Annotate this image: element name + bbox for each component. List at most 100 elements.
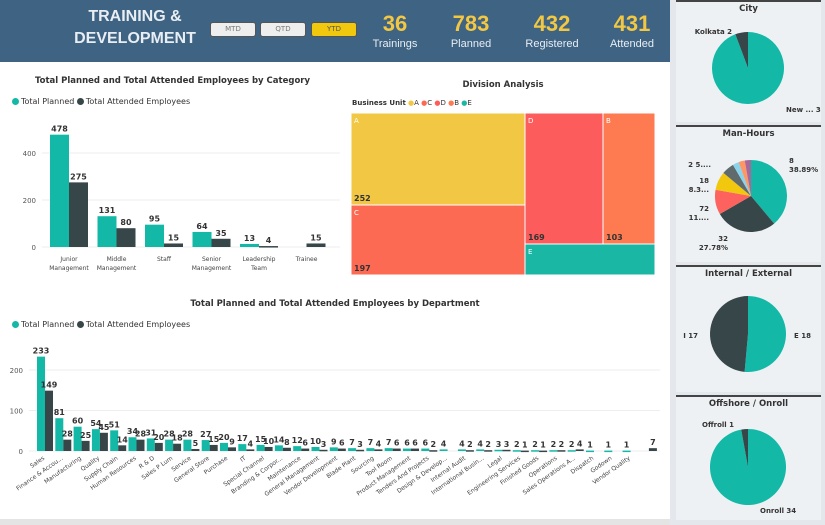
pie-slice[interactable] (719, 196, 775, 232)
bar-planned[interactable] (366, 448, 375, 451)
treemap-cell-D[interactable] (524, 113, 604, 245)
bar-attended[interactable] (118, 445, 127, 451)
bar-planned[interactable] (37, 356, 45, 451)
treemap-cell-C[interactable] (351, 204, 526, 276)
bar-planned[interactable] (531, 450, 540, 452)
bar-attended[interactable] (429, 450, 438, 452)
bar-attended[interactable] (81, 440, 90, 451)
pie-slice[interactable] (712, 32, 784, 105)
bar-planned[interactable] (586, 450, 594, 453)
bar-attended[interactable] (557, 450, 566, 452)
bar-attended[interactable] (63, 439, 72, 451)
bar-planned[interactable] (128, 437, 137, 451)
bar-attended[interactable] (337, 448, 346, 451)
bar-planned[interactable] (192, 231, 212, 247)
legend-item-E[interactable]: ●E (461, 99, 472, 107)
bar-planned[interactable] (110, 430, 119, 451)
bar-planned[interactable] (512, 450, 521, 452)
bar-planned[interactable] (73, 426, 82, 451)
bar-attended[interactable] (173, 443, 182, 451)
pie-slice[interactable] (744, 160, 751, 196)
bar-attended[interactable] (306, 243, 326, 247)
bar-attended[interactable] (246, 449, 255, 451)
bar-planned[interactable] (329, 447, 338, 451)
bar-attended[interactable] (191, 448, 200, 451)
bar-attended[interactable] (392, 448, 401, 451)
bar-planned[interactable] (146, 438, 155, 451)
bar-attended[interactable] (319, 449, 328, 452)
bar-planned[interactable] (494, 449, 503, 452)
bar-attended[interactable] (282, 447, 291, 451)
pie-slice[interactable] (715, 189, 751, 215)
bar-planned[interactable] (220, 442, 228, 451)
bar-planned[interactable] (201, 440, 210, 451)
bar-attended[interactable] (211, 238, 231, 247)
treemap-cell-B[interactable] (602, 113, 656, 245)
filter-qtd-button[interactable]: QTD (260, 22, 306, 37)
pie-slice[interactable] (744, 296, 786, 372)
bar-planned[interactable] (421, 448, 430, 451)
bar-planned[interactable] (256, 444, 265, 451)
bar-planned[interactable] (91, 429, 100, 451)
bar-planned[interactable] (274, 445, 283, 451)
bar-planned[interactable] (457, 449, 466, 451)
legend-item-B[interactable]: ●B (448, 99, 462, 107)
bar-attended[interactable] (259, 246, 278, 248)
bar-attended[interactable] (520, 450, 529, 453)
bar-attended[interactable] (465, 450, 474, 452)
bar-planned[interactable] (240, 243, 259, 247)
pie-slice[interactable] (741, 429, 748, 467)
pie-slice[interactable] (732, 162, 751, 196)
bar-attended[interactable] (539, 450, 548, 453)
bar-planned[interactable] (604, 450, 613, 453)
legend-attended[interactable]: Total Attended Employees (85, 320, 191, 329)
legend-item-C[interactable]: ●C (421, 99, 435, 107)
bar-attended[interactable] (484, 450, 493, 452)
bar-planned[interactable] (183, 439, 192, 451)
bar-planned[interactable] (145, 224, 164, 247)
bar-attended[interactable] (209, 444, 218, 451)
bar-attended[interactable] (374, 449, 383, 451)
treemap-cell-E[interactable] (524, 243, 656, 276)
legend-item-A[interactable]: ●A (408, 99, 422, 107)
pie-slice[interactable] (738, 160, 751, 196)
bar-attended[interactable] (356, 449, 365, 452)
bar-planned[interactable] (311, 446, 320, 451)
bar-attended[interactable] (411, 448, 419, 451)
pie-slice[interactable] (715, 172, 751, 196)
bar-planned[interactable] (293, 446, 302, 451)
bar-planned[interactable] (476, 449, 485, 451)
bar-attended[interactable] (99, 432, 108, 451)
legend-attended[interactable]: Total Attended Employees (85, 97, 191, 106)
bar-planned[interactable] (403, 448, 411, 451)
bar-attended[interactable] (164, 243, 183, 247)
bar-planned[interactable] (622, 450, 631, 453)
bar-attended[interactable] (45, 390, 53, 451)
bar-planned[interactable] (348, 448, 357, 451)
bar-attended[interactable] (116, 228, 136, 247)
bar-planned[interactable] (439, 449, 448, 451)
legend-planned[interactable]: Total Planned (21, 320, 75, 329)
bar-planned[interactable] (165, 439, 174, 451)
bar-attended[interactable] (648, 448, 657, 451)
bar-planned[interactable] (549, 450, 558, 452)
bar-planned[interactable] (384, 448, 393, 451)
bar-attended[interactable] (575, 449, 584, 451)
pie-slice[interactable] (723, 164, 751, 196)
legend-planned[interactable]: Total Planned (21, 97, 75, 106)
legend-item-D[interactable]: ●D (434, 99, 449, 107)
bar-attended[interactable] (264, 446, 273, 451)
treemap-cell-A[interactable] (351, 113, 526, 206)
bar-planned[interactable] (97, 216, 117, 247)
bar-attended[interactable] (228, 447, 236, 451)
bar-attended[interactable] (502, 449, 511, 452)
bar-attended[interactable] (69, 182, 88, 247)
pie-slice[interactable] (710, 296, 748, 372)
pie-slice[interactable] (735, 32, 748, 68)
bar-attended[interactable] (154, 442, 163, 451)
bar-planned[interactable] (50, 134, 69, 247)
bar-attended[interactable] (136, 439, 145, 451)
bar-attended[interactable] (301, 448, 310, 451)
bar-planned[interactable] (567, 450, 576, 452)
pie-slice[interactable] (751, 160, 787, 224)
